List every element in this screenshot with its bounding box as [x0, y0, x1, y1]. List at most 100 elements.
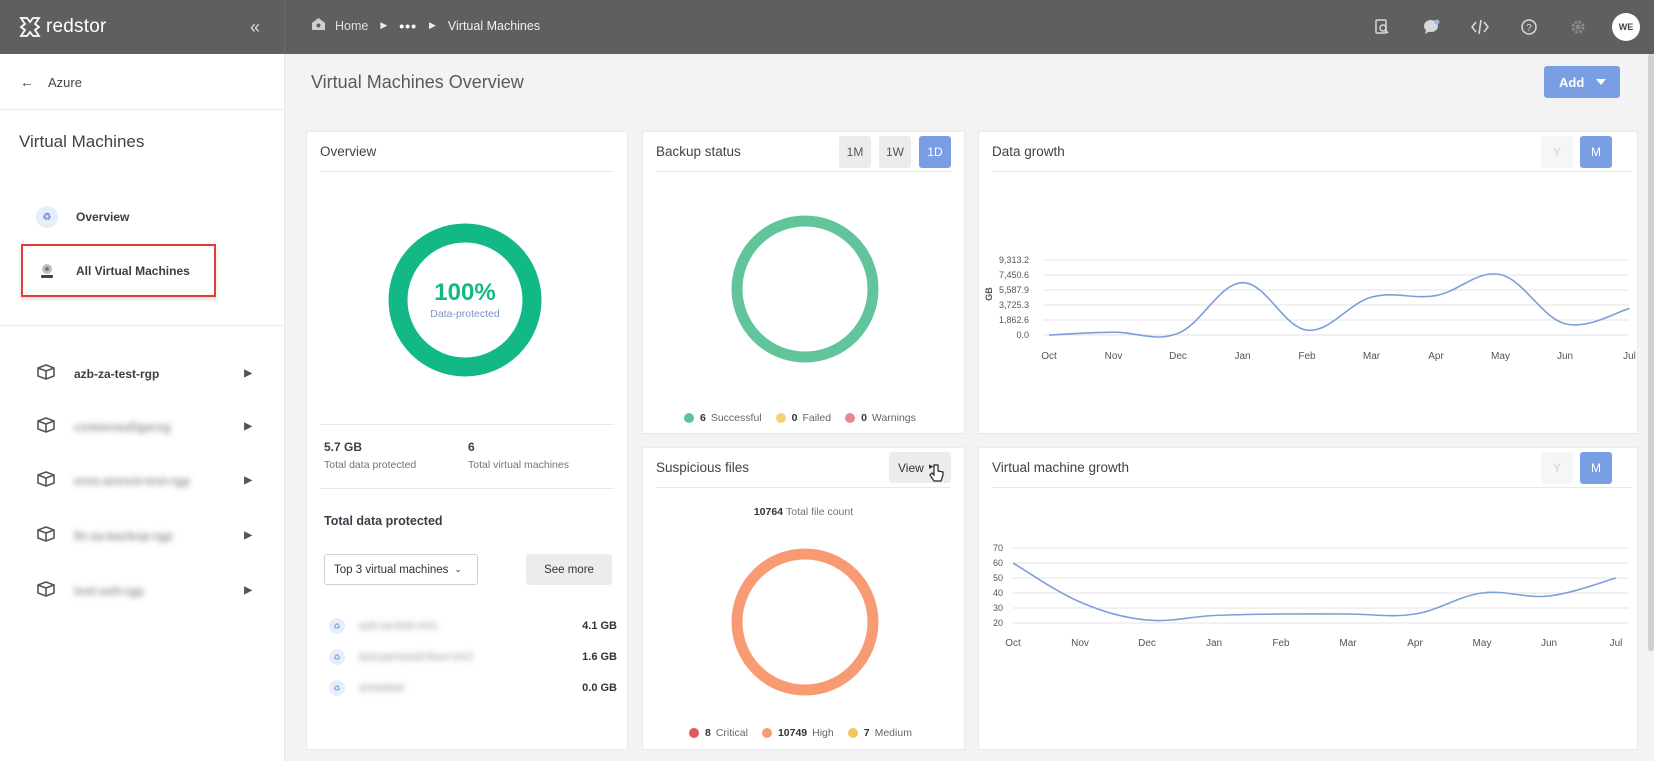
legend-label: Successful [710, 412, 762, 424]
legend-successful: 6 Successful [684, 412, 762, 424]
legend-medium: 7 Medium [847, 727, 912, 739]
x-tick-label: Apr [1407, 638, 1423, 649]
see-more-button[interactable]: See more [526, 554, 612, 585]
search-icon[interactable] [1372, 17, 1392, 37]
range-year-button[interactable]: Y [1541, 136, 1573, 168]
suspicious-files-card: Suspicious files View ▸ 10764 Total file … [642, 447, 965, 750]
list-item[interactable]: ♻ amostest 0.0 GB [329, 680, 617, 696]
overview-icon: ♻ [36, 206, 58, 228]
sidebar-item-overview[interactable]: ♻ Overview [36, 206, 129, 228]
caret-down-icon [1596, 79, 1606, 85]
sidebar-item-resource-group[interactable]: azb-za-test-rgp ▶ [36, 364, 252, 383]
total-file-count: 10764 Total file count [643, 506, 964, 518]
sidebar-divider [0, 109, 285, 110]
sidebar-item-resource-group[interactable]: commvaultgarog ▶ [36, 417, 252, 436]
legend-dot [847, 728, 858, 738]
sidebar-item-resource-group[interactable]: erns-anesst-test-rgp ▶ [36, 471, 252, 490]
cube-icon [36, 581, 56, 600]
resource-group-label: test-sett-rgp [74, 583, 145, 598]
topbar-divider [284, 0, 285, 54]
x-tick-label: Feb [1298, 351, 1316, 362]
svg-text:?: ? [1526, 23, 1532, 34]
vm-name: amostest [359, 682, 404, 694]
chat-icon[interactable] [1421, 17, 1441, 37]
code-icon[interactable] [1470, 17, 1490, 37]
protection-donut [388, 223, 542, 377]
list-item[interactable]: ♻ azb-za-test-vm1 4.1 GB [329, 618, 617, 634]
vm-size: 1.6 GB [582, 651, 617, 663]
sidebar-item-all-virtual-machines[interactable]: All Virtual Machines [36, 260, 190, 282]
legend-label: Failed [802, 412, 832, 424]
collapse-sidebar-icon[interactable]: « [249, 17, 260, 37]
breadcrumb-more[interactable]: ••• [399, 17, 417, 34]
sidebar-item-resource-group[interactable]: test-sett-rgp ▶ [36, 581, 252, 600]
vm-growth-card: Virtual machine growth Y M 20 30 40 50 60 70 O… [978, 447, 1638, 750]
legend-count: 8 [705, 727, 711, 739]
add-button-label: Add [1559, 74, 1585, 90]
breadcrumb-separator-icon: ▶ [428, 20, 436, 30]
vm-icon [36, 260, 58, 282]
x-tick-label: Jul [1623, 351, 1636, 362]
back-label: Azure [48, 74, 82, 90]
page-title: Virtual Machines Overview [311, 72, 524, 92]
range-month-button[interactable]: M [1580, 136, 1612, 168]
y-tick-label: 1,862.6 [999, 315, 1029, 325]
legend-label: Medium [874, 727, 912, 739]
x-tick-label: Oct [1005, 638, 1021, 649]
y-tick-label: 30 [993, 603, 1003, 613]
legend-high: 10749 High [761, 727, 834, 739]
x-tick-label: Jun [1541, 638, 1557, 649]
total-vms-label: Total virtual machines [468, 459, 569, 471]
total-data-label: Total data protected [324, 459, 417, 471]
backup-legend: 6 Successful 0 Failed 0 Warnings [684, 412, 930, 424]
page-scrollbar[interactable] [1648, 54, 1654, 651]
y-tick-label: 20 [993, 618, 1003, 628]
card-divider [320, 488, 614, 489]
backup-status-card: Backup status 1M 1W 1D 6 Successful 0 Fail… [642, 131, 965, 434]
caret-right-icon: ▸ [929, 461, 934, 471]
sidebar-item-resource-group[interactable]: ftr-za-backup-rgp ▶ [36, 526, 252, 545]
help-icon[interactable]: ? [1519, 17, 1539, 37]
back-link[interactable]: ← Azure [20, 74, 82, 90]
backup-donut [731, 215, 879, 363]
legend-dot [689, 728, 699, 738]
view-button[interactable]: View ▸ [889, 452, 951, 483]
total-data-value: 5.7 GB [324, 440, 363, 454]
protection-percent: 100% [434, 279, 496, 306]
caret-right-icon: ▶ [244, 585, 252, 596]
top-vms-select[interactable]: Top 3 virtual machines ⌄ [324, 554, 478, 585]
add-button[interactable]: Add [1544, 66, 1620, 98]
range-year-button[interactable]: Y [1541, 452, 1573, 484]
sidebar-title: Virtual Machines [19, 132, 145, 151]
legend-label: High [812, 727, 834, 739]
y-tick-label: 40 [993, 588, 1003, 598]
user-avatar[interactable]: WE [1612, 13, 1640, 41]
range-1d-button[interactable]: 1D [919, 136, 951, 168]
vm-growth-chart: 20 30 40 50 60 70 Oct Nov Dec Jan Feb Mar Apr May Jun J… [993, 543, 1629, 649]
y-tick-label: 70 [993, 543, 1003, 553]
breadcrumb-home[interactable]: Home [335, 18, 369, 33]
series-line [1048, 273, 1630, 338]
x-tick-label: May [1473, 638, 1492, 649]
x-tick-label: Jun [1557, 351, 1573, 362]
caret-right-icon: ▶ [244, 368, 252, 379]
vm-size: 4.1 GB [582, 620, 617, 632]
range-1m-button[interactable]: 1M [839, 136, 871, 168]
range-month-button[interactable]: M [1580, 452, 1612, 484]
legend-dot [845, 413, 856, 423]
overview-card: Overview 100% Data-protected 5.7 GB Tota… [306, 131, 628, 750]
legend-failed: 0 Failed [775, 412, 832, 424]
x-tick-label: Jan [1206, 638, 1222, 649]
gear-icon[interactable] [1568, 17, 1588, 37]
vm-icon: ♻ [329, 618, 345, 634]
brand-logo[interactable]: redstor [18, 12, 107, 42]
range-1w-button[interactable]: 1W [879, 136, 911, 168]
home-icon[interactable] [311, 17, 326, 34]
y-tick-label: 50 [993, 573, 1003, 583]
legend-dot [775, 413, 786, 423]
list-item[interactable]: ♻ test-personal-linux-vm1 1.6 GB [329, 649, 617, 665]
legend-count: 6 [700, 412, 706, 424]
sidebar-divider [0, 325, 285, 326]
pointer-cursor-icon [929, 464, 944, 482]
caret-right-icon: ▶ [244, 475, 252, 486]
